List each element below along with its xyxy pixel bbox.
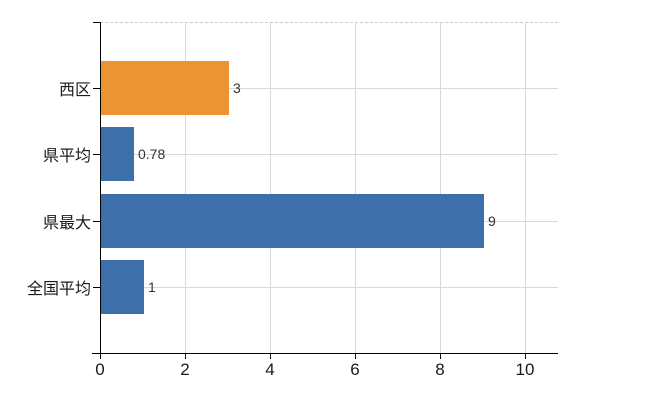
bar (101, 194, 484, 248)
bar-value-label: 3 (233, 80, 241, 96)
x-tick-label: 0 (95, 360, 105, 379)
gridline-vertical (525, 22, 526, 353)
bar (101, 260, 144, 314)
gridline-vertical (270, 22, 271, 353)
category-label: 西区 (58, 82, 91, 99)
y-axis-tick (93, 22, 100, 23)
y-axis-tick (93, 221, 100, 222)
x-axis-line (92, 353, 558, 354)
gridline-horizontal (101, 287, 558, 288)
x-axis-tick (355, 354, 356, 359)
y-axis-tick (93, 154, 100, 155)
x-axis-tick (270, 354, 271, 359)
plot-top-border (100, 22, 558, 23)
y-axis-line (100, 22, 101, 354)
x-tick-label: 8 (435, 360, 445, 379)
gridline-horizontal (101, 154, 558, 155)
gridline-vertical (440, 22, 441, 353)
x-axis-tick (440, 354, 441, 359)
bar (101, 127, 134, 181)
x-axis-tick (100, 354, 101, 359)
x-tick-label: 10 (515, 360, 535, 379)
x-tick-label: 4 (265, 360, 275, 379)
y-axis-tick (93, 287, 100, 288)
x-axis-tick (525, 354, 526, 359)
category-label: 県平均 (42, 148, 91, 165)
bar (101, 61, 229, 115)
bar-value-label: 0.78 (138, 146, 166, 162)
gridline-vertical (355, 22, 356, 353)
x-tick-label: 6 (350, 360, 360, 379)
gridline-horizontal (101, 88, 558, 89)
x-tick-label: 2 (180, 360, 190, 379)
gridline-vertical (185, 22, 186, 353)
category-label: 県最大 (42, 215, 91, 232)
bar-value-label: 9 (488, 213, 496, 229)
category-label: 全国平均 (26, 281, 91, 298)
x-axis-tick (185, 354, 186, 359)
y-axis-tick (93, 88, 100, 89)
bar-value-label: 1 (148, 279, 156, 295)
